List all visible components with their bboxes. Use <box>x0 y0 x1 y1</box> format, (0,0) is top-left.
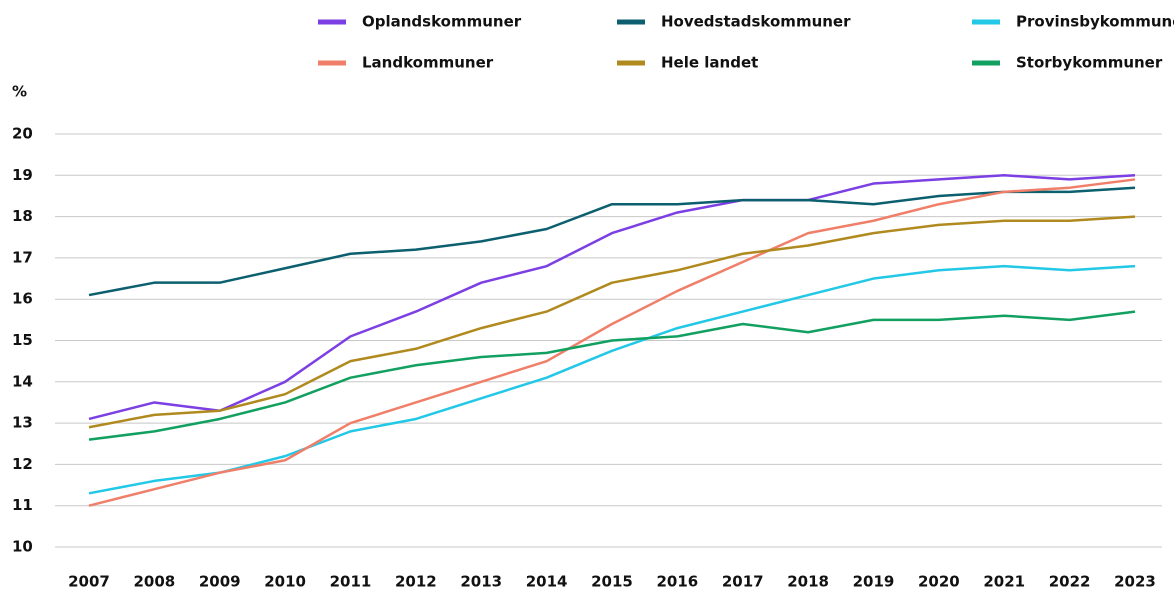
legend-label: Storbykommuner <box>1016 54 1163 72</box>
x-tick-label: 2011 <box>330 573 372 590</box>
x-tick-label: 2015 <box>591 573 633 590</box>
legend-label: Provinsbykommuner <box>1016 13 1174 31</box>
y-tick-label: 19 <box>12 166 33 184</box>
x-tick-label: 2009 <box>199 573 241 590</box>
x-tick-label: 2013 <box>460 573 502 590</box>
x-tick-label: 2022 <box>1049 573 1091 590</box>
x-tick-label: 2023 <box>1114 573 1156 590</box>
series-line <box>88 215 1136 429</box>
legend-label: Hovedstadskommuner <box>661 13 851 31</box>
legend-label: Hele landet <box>661 54 758 72</box>
y-tick-label: 12 <box>12 455 33 473</box>
y-tick-label: 20 <box>12 125 33 143</box>
y-tick-label: 17 <box>12 248 33 266</box>
y-axis-label: % <box>12 83 27 101</box>
x-tick-label: 2012 <box>395 573 437 590</box>
series-line <box>88 310 1136 441</box>
x-tick-label: 2017 <box>722 573 764 590</box>
series-line <box>88 174 1136 421</box>
y-tick-label: 11 <box>12 496 33 514</box>
legend-label: Landkommuner <box>362 54 494 72</box>
x-tick-label: 2014 <box>526 573 568 590</box>
y-tick-label: 13 <box>12 414 33 432</box>
x-tick-label: 2007 <box>68 573 110 590</box>
y-tick-label: 15 <box>12 331 33 349</box>
x-tick-label: 2019 <box>853 573 895 590</box>
x-tick-label: 2016 <box>657 573 699 590</box>
legend-label: Oplandskommuner <box>362 13 522 31</box>
series-line <box>88 264 1136 495</box>
x-tick-label: 2018 <box>787 573 829 590</box>
x-tick-label: 2020 <box>918 573 960 590</box>
y-tick-label: 18 <box>12 207 33 225</box>
series-line <box>88 178 1136 507</box>
x-tick-label: 2008 <box>134 573 176 590</box>
x-tick-label: 2021 <box>983 573 1025 590</box>
y-tick-label: 14 <box>12 372 33 390</box>
y-tick-label: 10 <box>12 538 33 556</box>
series-line <box>88 186 1136 297</box>
x-tick-label: 2010 <box>264 573 306 590</box>
y-tick-label: 16 <box>12 290 33 308</box>
